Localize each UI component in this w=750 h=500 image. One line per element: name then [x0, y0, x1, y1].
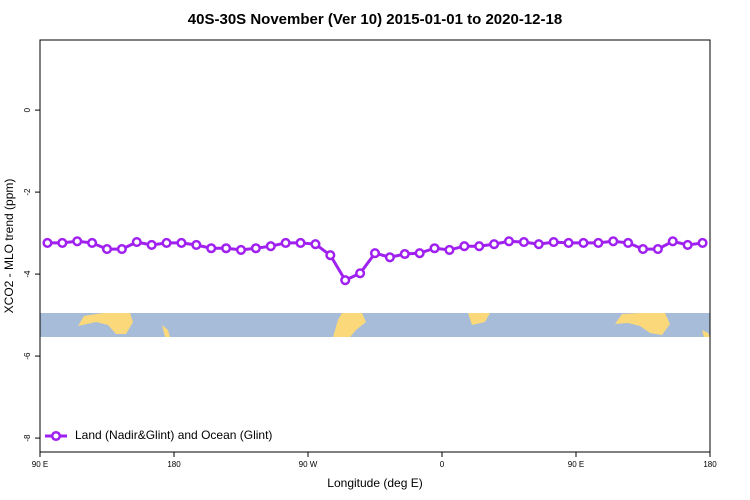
x-tick-label: 0: [440, 460, 445, 469]
data-point: [459, 241, 470, 252]
data-point: [265, 241, 276, 252]
y-tick-label: -6: [23, 352, 32, 360]
data-point: [176, 237, 187, 248]
map-band: [40, 313, 710, 337]
data-point: [340, 275, 351, 286]
data-point: [384, 252, 395, 263]
data-point: [533, 239, 544, 250]
data-point: [325, 250, 336, 261]
data-point: [131, 237, 142, 248]
data-point: [667, 236, 678, 247]
data-point: [608, 236, 619, 247]
data-point: [652, 244, 663, 255]
x-tick-label: 90 E: [568, 460, 584, 469]
y-axis-label: XCO2 - MLO trend (ppm): [2, 179, 16, 314]
data-point: [444, 244, 455, 255]
y-tick-label: -8: [23, 434, 32, 442]
data-point: [474, 241, 485, 252]
data-point: [623, 237, 634, 248]
legend-label: Land (Nadir&Glint) and Ocean (Glint): [75, 428, 272, 442]
data-point: [57, 237, 68, 248]
data-point: [280, 237, 291, 248]
data-point: [191, 239, 202, 251]
data-point: [355, 268, 366, 279]
data-point: [250, 243, 261, 254]
chart-title: 40S-30S November (Ver 10) 2015-01-01 to …: [188, 11, 562, 28]
plot-frame: [39, 39, 711, 453]
data-point: [399, 248, 410, 260]
data-point: [548, 237, 559, 248]
data-point: [489, 239, 500, 250]
data-point: [235, 244, 247, 255]
data-point: [310, 239, 321, 250]
data-point: [87, 237, 98, 248]
y-tick-label: -2: [23, 188, 32, 196]
data-point: [101, 244, 113, 255]
data-point: [221, 243, 232, 254]
data-point: [116, 244, 127, 255]
x-tick-label: 90 E: [32, 460, 48, 469]
y-tick-label: 0: [23, 107, 32, 112]
data-point: [369, 248, 381, 259]
y-tick-label: -4: [23, 270, 32, 278]
data-point: [146, 239, 157, 251]
data-point: [637, 244, 649, 255]
data-point: [429, 243, 440, 254]
x-tick-label: 90 W: [299, 460, 318, 469]
data-point: [503, 236, 515, 247]
data-point: [593, 237, 604, 248]
x-tick-label: 180: [703, 460, 717, 469]
data-point: [578, 237, 589, 248]
legend-marker: [50, 430, 62, 442]
data-point: [518, 237, 529, 248]
data-point: [682, 239, 693, 251]
x-axis-label: Longitude (deg E): [327, 476, 422, 490]
data-point: [42, 237, 53, 248]
data-point: [414, 248, 425, 259]
data-point: [697, 237, 708, 248]
x-tick-label: 180: [167, 460, 181, 469]
data-point: [72, 236, 83, 247]
data-point: [206, 243, 217, 254]
series-line: [47, 239, 703, 283]
data-point: [563, 237, 574, 248]
data-point: [161, 237, 172, 248]
data-point: [295, 237, 306, 248]
